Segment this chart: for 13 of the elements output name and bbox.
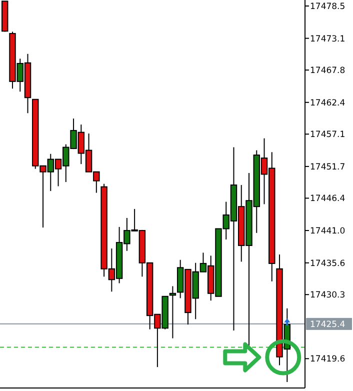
- y-tick-label: 17430.3: [310, 290, 346, 301]
- y-tick-label: 17467.8: [310, 66, 346, 76]
- y-tick-label: 17441.0: [310, 226, 346, 236]
- y-tick-label: 17451.7: [310, 162, 346, 172]
- y-tick-label: 17473.1: [310, 34, 346, 44]
- ref-line-label: 17425.4: [310, 320, 346, 330]
- candlestick: [169, 286, 176, 339]
- y-tick-label: 17478.5: [310, 2, 346, 12]
- y-tick-label: 17435.6: [310, 258, 346, 269]
- y-tick-label: 17462.4: [310, 98, 346, 108]
- y-tick-label: 17457.1: [310, 130, 346, 140]
- y-tick-label: 17446.4: [310, 194, 346, 204]
- y-tick-label: 17419.6: [310, 354, 346, 365]
